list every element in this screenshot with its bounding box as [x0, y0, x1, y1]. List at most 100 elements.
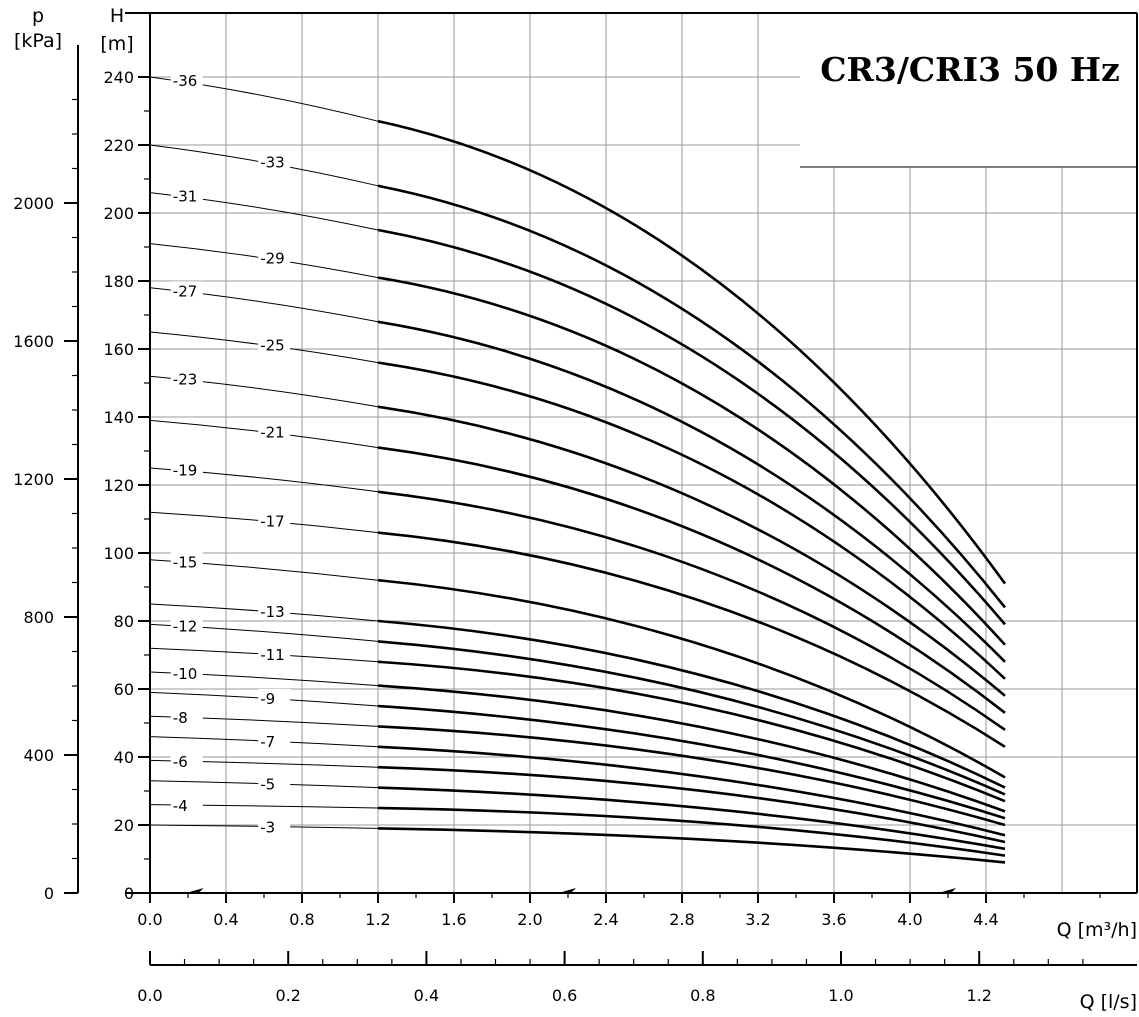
curve-label-bg [258, 774, 291, 792]
curve-label-bg [170, 707, 203, 725]
pump-curve-thick [377, 446, 1006, 714]
head-axis-tick-label: 180 [103, 272, 134, 291]
head-axis-tick-label: 140 [103, 408, 134, 427]
flow-ls-axis-label: Q [l/s] [1080, 991, 1137, 1013]
curve-label: -5 [260, 776, 275, 794]
curve-label: -31 [173, 187, 198, 205]
chart-title: CR3/CRI3 50 Hz [820, 50, 1120, 89]
flow-m3h-axis-tick-label: 2.8 [669, 910, 694, 929]
pressure-axis-unit: [kPa] [14, 30, 62, 52]
pump-curve-thick [377, 361, 1006, 680]
curve-label-bg [258, 644, 291, 662]
pressure-axis-tick-label: 1200 [13, 470, 54, 489]
curve-label: -8 [173, 709, 188, 727]
pressure-axis-tick-label: 2000 [13, 194, 54, 213]
pressure-axis-symbol: p [32, 5, 44, 27]
head-axis-tick-label: 240 [103, 68, 134, 87]
curve-label-bg [258, 335, 291, 353]
curve-label-bg [258, 817, 291, 835]
curve-label: -29 [260, 249, 285, 267]
curve-label: -3 [260, 818, 275, 836]
head-axis-tick-label: 60 [114, 680, 134, 699]
pump-curve-thick [377, 806, 1006, 857]
flow-m3h-axis-tick-label: 4.4 [973, 910, 998, 929]
flow-m3h-axis-tick-label: 3.6 [821, 910, 846, 929]
head-axis-tick-label: 40 [114, 748, 134, 767]
pump-curve-thick [377, 786, 1006, 851]
pump-curve-thick [377, 684, 1006, 813]
head-axis-tick-label: 220 [103, 136, 134, 155]
curve-label: -23 [173, 370, 198, 388]
curve-label-bg [170, 281, 203, 299]
curve-label: -4 [173, 797, 188, 815]
flow-arrow-marker [942, 888, 956, 894]
curve-label: -13 [260, 603, 285, 621]
pump-curve-thick [377, 619, 1006, 789]
curve-labels: -36 -33 -31 -29 -27 -25 -23 -21 -19 -17 -15 -13 -12 -… [170, 71, 291, 836]
pump-curve-thick [377, 119, 1007, 585]
flow-m3h-axis-tick-label: 2.4 [593, 910, 618, 929]
pump-curve-thick [377, 660, 1006, 803]
curve-label-bg [170, 71, 203, 89]
curve-label-bg [258, 152, 291, 170]
flow-ls-axis-tick-label: 0.6 [552, 986, 577, 1005]
pressure-axis-tick-label: 1600 [13, 332, 54, 351]
curve-label-bg [170, 369, 203, 387]
head-axis-tick-label: 20 [114, 816, 134, 835]
flow-ls-axis-tick-label: 1.0 [828, 986, 853, 1005]
curve-label-bg [258, 511, 291, 529]
pump-curve-thick [377, 765, 1006, 844]
head-axis-tick-label: 80 [114, 612, 134, 631]
curve-label: -6 [173, 753, 188, 771]
curve-label-bg [170, 186, 203, 204]
pressure-axis-tick-label: 400 [23, 746, 54, 765]
axes: 0204060801001201401601802002202400400800… [13, 12, 1138, 1005]
curves [149, 76, 1007, 864]
curve-label-bg [170, 751, 203, 769]
pressure-axis-tick-label: 800 [23, 608, 54, 627]
flow-m3h-axis-tick-label: 4.0 [897, 910, 922, 929]
pump-curve-thick [377, 320, 1006, 663]
flow-ls-axis-tick-label: 0.4 [414, 986, 439, 1005]
flow-m3h-axis-tick-label: 0.4 [213, 910, 238, 929]
flow-ls-axis-tick-label: 0.2 [275, 986, 300, 1005]
curve-label-bg [170, 616, 203, 634]
curve-label: -33 [260, 154, 285, 172]
head-axis-symbol: H [110, 5, 124, 27]
head-axis-tick-label: 160 [103, 340, 134, 359]
flow-m3h-axis-tick-label: 0.0 [137, 910, 162, 929]
pump-curve-thick [377, 490, 1006, 731]
curve-label: -7 [260, 733, 275, 751]
curve-label-bg [170, 795, 203, 813]
pump-curve-thick [377, 827, 1006, 864]
curve-label-bg [258, 731, 291, 749]
flow-arrow-marker [189, 888, 204, 894]
head-axis-tick-label: 120 [103, 476, 134, 495]
pump-curve-thick [377, 184, 1007, 609]
flow-ls-axis-tick-label: 0.8 [690, 986, 715, 1005]
curve-label-bg [170, 663, 203, 681]
curve-label-bg [258, 422, 291, 440]
pump-curve-thick [377, 276, 1006, 646]
head-axis-unit: [m] [100, 33, 133, 55]
curve-label: -9 [260, 690, 275, 708]
curve-label: -36 [173, 72, 198, 90]
flow-ls-axis-tick-label: 1.2 [966, 986, 991, 1005]
curve-label-bg [258, 601, 291, 619]
flow-m3h-axis-tick-label: 1.6 [441, 910, 466, 929]
pump-curve-thick [377, 725, 1006, 827]
curve-label-bg [258, 688, 291, 706]
flow-m3h-axis-tick-label: 3.2 [745, 910, 770, 929]
pump-curve-thick [377, 531, 1006, 748]
curve-label: -12 [173, 618, 198, 636]
flow-m3h-axis-tick-label: 1.2 [365, 910, 390, 929]
flow-m3h-axis-tick-label: 0.8 [289, 910, 314, 929]
pump-curve-thick [377, 704, 1006, 820]
curve-label: -17 [260, 513, 285, 531]
head-axis-tick-label: 200 [103, 204, 134, 223]
curve-label-bg [258, 248, 291, 266]
grid [150, 13, 1137, 893]
pump-curve-thick [377, 228, 1006, 626]
head-axis-tick-label: 100 [103, 544, 134, 563]
